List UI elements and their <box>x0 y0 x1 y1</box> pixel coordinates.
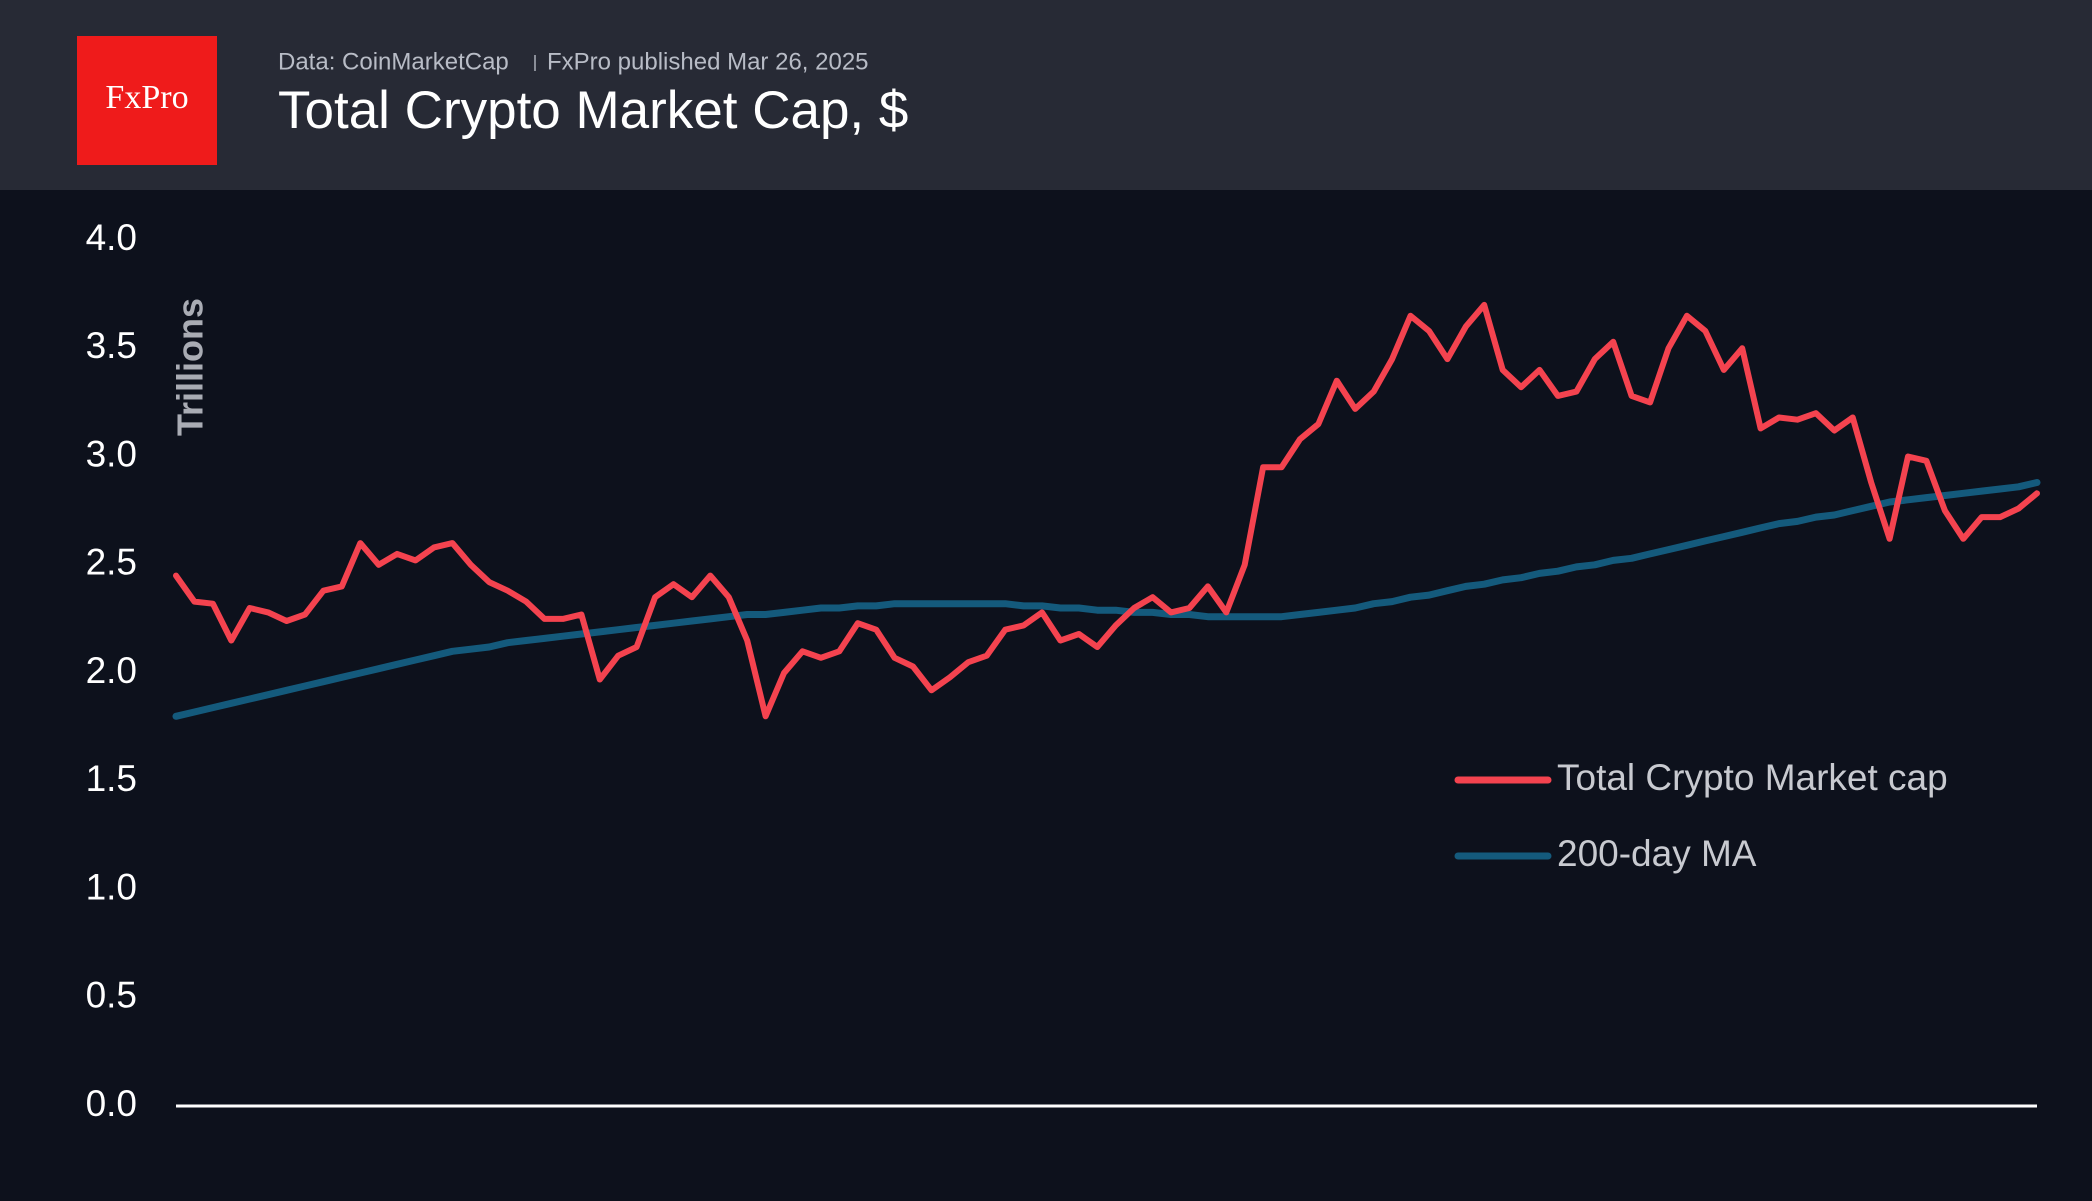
y-tick-label: 4.0 <box>86 217 137 258</box>
y-tick-label: 3.5 <box>86 325 137 366</box>
y-tick-label: 2.0 <box>86 650 137 691</box>
y-tick-label: 0.0 <box>86 1083 137 1124</box>
legend-label: Total Crypto Market cap <box>1557 757 1948 798</box>
y-tick-label: 0.5 <box>86 975 137 1016</box>
published: FxPro published Mar 26, 2025 <box>547 48 869 75</box>
logo-text: FxPro <box>105 79 188 116</box>
y-tick-label: 1.0 <box>86 866 137 907</box>
y-axis-label: Trillions <box>170 298 211 436</box>
y-tick-label: 3.0 <box>86 433 137 474</box>
series-line <box>173 301 2040 720</box>
chart-title: Total Crypto Market Cap, $ <box>278 81 908 140</box>
y-tick-label: 1.5 <box>86 758 137 799</box>
y-tick-label: 2.5 <box>86 542 137 583</box>
source: Data: CoinMarketCap <box>278 48 509 75</box>
legend-label: 200-day MA <box>1557 833 1757 874</box>
series-line <box>172 479 2041 720</box>
logo-box <box>77 36 217 165</box>
header-bar <box>0 0 2092 190</box>
